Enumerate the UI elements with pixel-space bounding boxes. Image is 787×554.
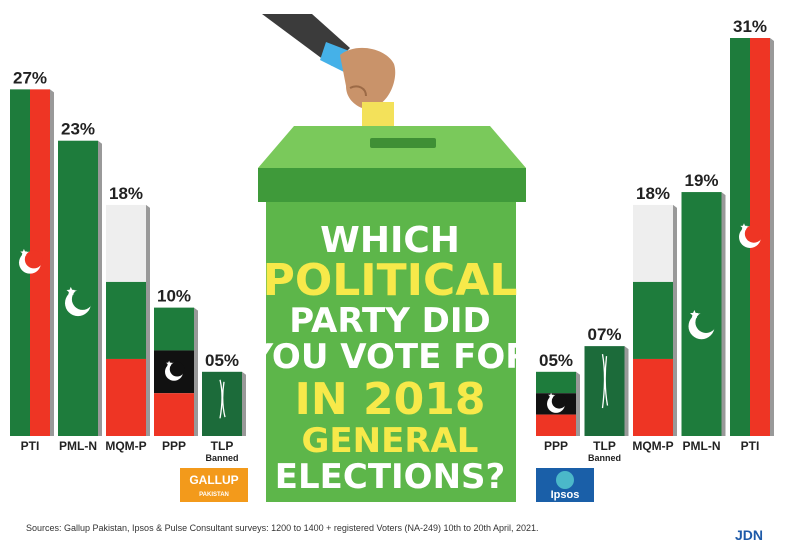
bar-mqmp-gallup: [106, 204, 150, 436]
value-label: 07%: [587, 325, 621, 344]
value-label: 19%: [684, 171, 718, 190]
bar-pti-ipsos: [730, 38, 774, 436]
gallup-logo-subtext: PAKISTAN: [199, 492, 229, 498]
category-label: PTI: [741, 439, 760, 453]
banned-note: Banned: [205, 453, 238, 463]
bar-ppp-ipsos: [536, 371, 580, 436]
bar-tlp-ipsos: [584, 346, 629, 436]
crescent-star-icon: [65, 286, 94, 317]
ipsos-logo-text: Ipsos: [551, 489, 580, 501]
jdn-logo: JDN: [730, 520, 768, 546]
question-line-3: PARTY DID: [289, 301, 491, 341]
crescent-star-icon: [547, 392, 567, 413]
category-label: TLP: [211, 439, 234, 453]
value-label: 05%: [205, 351, 239, 370]
value-label: 27%: [13, 68, 47, 87]
bar-pti-gallup: [10, 89, 54, 437]
gallup-logo: GALLUP PAKISTAN: [180, 468, 248, 502]
bar-mqmp-ipsos: [633, 204, 677, 436]
question-line-6: GENERAL: [302, 421, 479, 461]
question-line-2: POLITICAL: [263, 255, 518, 306]
category-label: PML-N: [59, 439, 97, 453]
bar-pmln-gallup: [58, 140, 102, 437]
category-label: MQM-P: [105, 439, 146, 453]
value-label: 18%: [636, 184, 670, 203]
question-line-4: YOU VOTE FOR: [248, 337, 532, 377]
bar-tlp-gallup: [202, 371, 246, 436]
crescent-star-icon: [165, 360, 185, 381]
bar-pmln-ipsos: [681, 192, 726, 436]
bar-ppp-gallup: [154, 307, 198, 436]
ipsos-logo: Ipsos: [536, 468, 594, 502]
question-line-5: IN 2018: [295, 374, 486, 425]
banned-note: Banned: [588, 453, 621, 463]
category-label: PPP: [544, 439, 568, 453]
category-label: PPP: [162, 439, 186, 453]
value-label: 10%: [157, 287, 191, 306]
crescent-star-icon: [19, 248, 43, 274]
crescent-star-icon: [688, 310, 717, 340]
category-label: TLP: [593, 439, 616, 453]
gallup-logo-text: GALLUP: [189, 473, 238, 487]
crescent-star-icon: [739, 223, 763, 248]
value-label: 18%: [109, 184, 143, 203]
ballot-box: WHICH POLITICAL PARTY DID YOU VOTE FOR I…: [248, 126, 532, 502]
value-label: 05%: [539, 351, 573, 370]
question-line-1: WHICH: [320, 220, 460, 261]
category-label: MQM-P: [632, 439, 673, 453]
arabic-calligraphy-icon: [219, 379, 226, 419]
arabic-calligraphy-icon: [601, 354, 609, 409]
question-line-7: ELECTIONS?: [275, 457, 505, 497]
value-label: 23%: [61, 120, 95, 139]
sources-footnote: Sources: Gallup Pakistan, Ipsos & Pulse …: [26, 523, 539, 533]
hand-with-ballot-icon: [262, 14, 396, 148]
value-label: 31%: [733, 17, 767, 36]
category-label: PML-N: [683, 439, 721, 453]
category-label: PTI: [21, 439, 40, 453]
jdn-logo-text: JDN: [735, 527, 763, 543]
